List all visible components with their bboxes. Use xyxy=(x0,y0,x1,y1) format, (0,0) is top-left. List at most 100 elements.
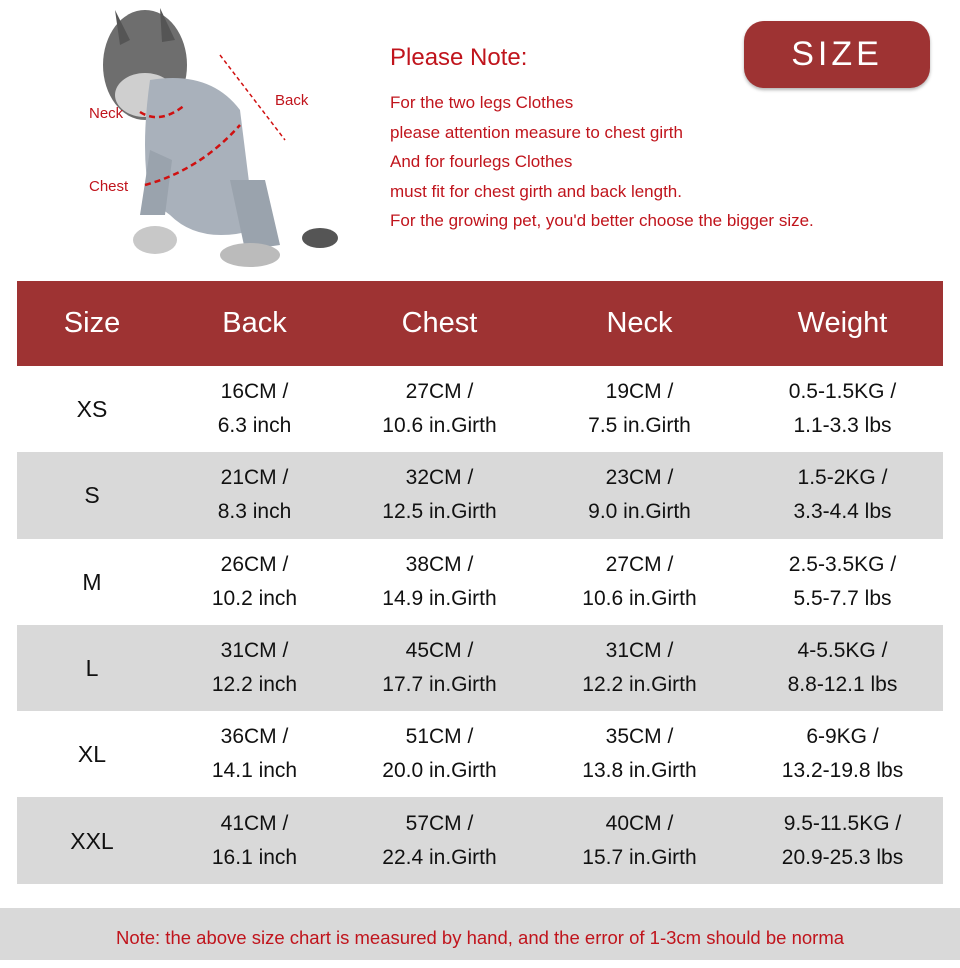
neck-metric: 31CM / xyxy=(605,639,674,663)
neck-cell: 27CM / 10.6 in.Girth xyxy=(537,548,742,616)
dog-raincoat-image xyxy=(103,8,338,267)
back-imperial: 14.1 inch xyxy=(211,759,298,783)
header-weight: Weight xyxy=(797,307,888,339)
weight-imperial: 5.5-7.7 lbs xyxy=(793,586,892,610)
weight-cell: 2.5-3.5KG / 5.5-7.7 lbs xyxy=(742,548,943,616)
weight-metric: 4-5.5KG / xyxy=(797,639,888,663)
header-back: Back xyxy=(222,307,287,339)
size-cell: S xyxy=(84,482,100,509)
weight-imperial: 13.2-19.8 lbs xyxy=(781,759,904,783)
chest-imperial: 20.0 in.Girth xyxy=(382,759,497,783)
chest-cell: 32CM / 12.5 in.Girth xyxy=(342,461,537,529)
header-size: Size xyxy=(63,307,121,339)
note-line: please attention measure to chest girth xyxy=(390,122,683,142)
neck-imperial: 7.5 in.Girth xyxy=(588,414,691,438)
back-cell: 41CM / 16.1 inch xyxy=(167,807,342,875)
footer-note: Note: the above size chart is measured b… xyxy=(0,908,960,960)
neck-cell: 40CM / 15.7 in.Girth xyxy=(537,807,742,875)
size-table: Size Back Chest Neck Weight XS 16CM / 6.3 … xyxy=(17,281,943,884)
table-row: M 26CM / 10.2 inch 38CM / 14.9 in.Girth 27CM … xyxy=(17,539,943,625)
neck-metric: 40CM / xyxy=(605,811,674,835)
back-imperial: 8.3 inch xyxy=(217,500,292,524)
size-badge: SIZE xyxy=(744,21,930,88)
back-imperial: 16.1 inch xyxy=(211,845,298,869)
table-row: XL 36CM / 14.1 inch 51CM / 20.0 in.Girth 35CM… xyxy=(17,711,943,797)
chest-imperial: 14.9 in.Girth xyxy=(382,586,497,610)
neck-metric: 35CM / xyxy=(605,725,674,749)
weight-cell: 1.5-2KG / 3.3-4.4 lbs xyxy=(742,461,943,529)
table-row: S 21CM / 8.3 inch 32CM / 12.5 in.Girth 23CM /… xyxy=(17,452,943,539)
header-neck: Neck xyxy=(606,307,673,339)
back-cell: 31CM / 12.2 inch xyxy=(167,634,342,702)
size-cell: XS xyxy=(76,396,108,423)
weight-metric: 9.5-11.5KG / xyxy=(783,811,902,835)
note-line: For the two legs Clothes xyxy=(390,93,574,112)
neck-imperial: 9.0 in.Girth xyxy=(588,500,691,524)
weight-imperial: 3.3-4.4 lbs xyxy=(793,500,892,524)
back-metric: 21CM / xyxy=(220,466,289,490)
chest-imperial: 22.4 in.Girth xyxy=(382,845,497,869)
back-imperial: 10.2 inch xyxy=(211,586,298,610)
weight-metric: 2.5-3.5KG / xyxy=(788,552,897,576)
neck-cell: 31CM / 12.2 in.Girth xyxy=(537,634,742,702)
weight-metric: 1.5-2KG / xyxy=(797,466,888,490)
chest-metric: 57CM / xyxy=(405,811,474,835)
weight-cell: 9.5-11.5KG / 20.9-25.3 lbs xyxy=(742,807,943,875)
back-cell: 21CM / 8.3 inch xyxy=(167,461,342,529)
neck-imperial: 10.6 in.Girth xyxy=(582,586,697,610)
note-line: And for fourlegs Clothes xyxy=(390,152,573,171)
neck-imperial: 13.8 in.Girth xyxy=(582,759,697,783)
note-title: Please Note: xyxy=(390,44,528,71)
chest-metric: 38CM / xyxy=(405,552,474,576)
back-label: Back xyxy=(275,92,309,109)
back-cell: 36CM / 14.1 inch xyxy=(167,720,342,788)
size-cell: XXL xyxy=(70,827,114,854)
table-row: L 31CM / 12.2 inch 45CM / 17.7 in.Girth 31CM … xyxy=(17,624,943,712)
note-lines: For the two legs Clothes please attentio… xyxy=(390,88,814,236)
neck-cell: 19CM / 7.5 in.Girth xyxy=(537,375,742,443)
weight-imperial: 20.9-25.3 lbs xyxy=(781,845,904,869)
chest-metric: 32CM / xyxy=(405,466,474,490)
chest-cell: 45CM / 17.7 in.Girth xyxy=(342,634,537,702)
chest-imperial: 10.6 in.Girth xyxy=(382,414,497,438)
chest-metric: 51CM / xyxy=(405,725,474,749)
neck-metric: 23CM / xyxy=(605,466,674,490)
note-line: must fit for chest girth and back length… xyxy=(390,181,682,201)
neck-metric: 19CM / xyxy=(605,380,674,404)
note-line: For the growing pet, you'd better choose… xyxy=(390,211,814,230)
neck-cell: 35CM / 13.8 in.Girth xyxy=(537,720,742,788)
chest-imperial: 12.5 in.Girth xyxy=(382,500,497,524)
chest-cell: 27CM / 10.6 in.Girth xyxy=(342,375,537,443)
neck-imperial: 12.2 in.Girth xyxy=(582,673,697,697)
back-imperial: 6.3 inch xyxy=(217,414,292,438)
back-metric: 16CM / xyxy=(220,380,289,404)
chest-label: Chest xyxy=(89,178,129,195)
table-row: XXL 41CM / 16.1 inch 57CM / 22.4 in.Girth 40C… xyxy=(17,797,943,884)
chest-cell: 38CM / 14.9 in.Girth xyxy=(342,548,537,616)
chest-imperial: 17.7 in.Girth xyxy=(382,673,497,697)
back-metric: 41CM / xyxy=(220,811,289,835)
back-metric: 31CM / xyxy=(220,639,289,663)
back-imperial: 12.2 inch xyxy=(211,673,298,697)
back-cell: 16CM / 6.3 inch xyxy=(167,375,342,443)
header-chest: Chest xyxy=(401,307,478,339)
weight-imperial: 1.1-3.3 lbs xyxy=(793,414,892,438)
weight-imperial: 8.8-12.1 lbs xyxy=(787,673,898,697)
back-metric: 36CM / xyxy=(220,725,289,749)
back-cell: 26CM / 10.2 inch xyxy=(167,548,342,616)
weight-cell: 6-9KG / 13.2-19.8 lbs xyxy=(742,720,943,788)
neck-label: Neck xyxy=(89,105,124,122)
size-cell: XL xyxy=(77,741,107,768)
neck-cell: 23CM / 9.0 in.Girth xyxy=(537,461,742,529)
chest-cell: 57CM / 22.4 in.Girth xyxy=(342,807,537,875)
weight-cell: 4-5.5KG / 8.8-12.1 lbs xyxy=(742,634,943,702)
neck-imperial: 15.7 in.Girth xyxy=(582,845,697,869)
table-row: XS 16CM / 6.3 inch 27CM / 10.6 in.Girth 19CM … xyxy=(17,366,943,452)
size-cell: L xyxy=(85,655,99,682)
chest-cell: 51CM / 20.0 in.Girth xyxy=(342,720,537,788)
chest-metric: 27CM / xyxy=(405,380,474,404)
weight-cell: 0.5-1.5KG / 1.1-3.3 lbs xyxy=(742,375,943,443)
weight-metric: 0.5-1.5KG / xyxy=(788,380,897,404)
table-header: Size Back Chest Neck Weight xyxy=(17,281,943,366)
neck-metric: 27CM / xyxy=(605,552,674,576)
